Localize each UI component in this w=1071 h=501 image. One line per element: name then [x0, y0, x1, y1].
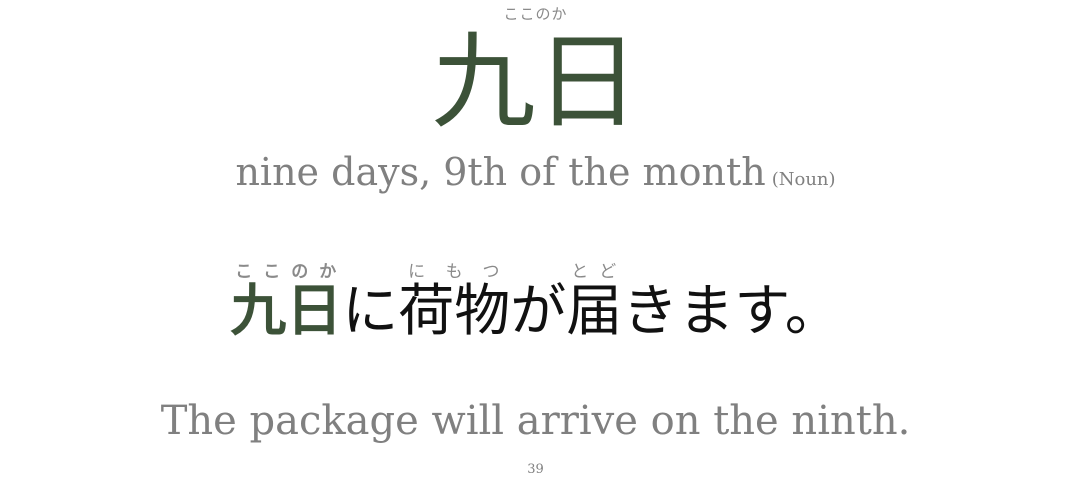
sentence-segment: きます。 — [622, 279, 841, 344]
sentence-reading: とど — [566, 262, 623, 282]
sentence-segment: に — [342, 279, 399, 344]
part-of-speech: (Noun) — [771, 169, 836, 190]
sentence-ruby: 荷物にもつ — [398, 262, 511, 344]
sentence-reading: にもつ — [398, 262, 511, 282]
page-number: 39 — [527, 462, 544, 477]
sentence-translation: The package will arrive on the ninth. — [160, 398, 911, 444]
sentence-segment: 九日 — [230, 278, 343, 344]
word-kanji: 九日 — [431, 21, 640, 143]
word-furigana: ここのか — [503, 5, 568, 23]
example-sentence: 九日ここのかに荷物にもつが届とどきます。 — [0, 262, 1071, 340]
sentence-reading: ここのか — [230, 262, 343, 282]
sentence-segment: が — [510, 279, 567, 344]
sentence-ruby: 届とど — [566, 262, 623, 344]
word-meaning-row: nine days, 9th of the month (Noun) — [0, 150, 1071, 194]
word-meaning: nine days, 9th of the month — [235, 150, 766, 194]
sentence-segment: 荷物 — [398, 279, 511, 344]
sentence-target-word: 九日ここのか — [230, 262, 343, 344]
sentence-segment: 届 — [566, 279, 623, 344]
